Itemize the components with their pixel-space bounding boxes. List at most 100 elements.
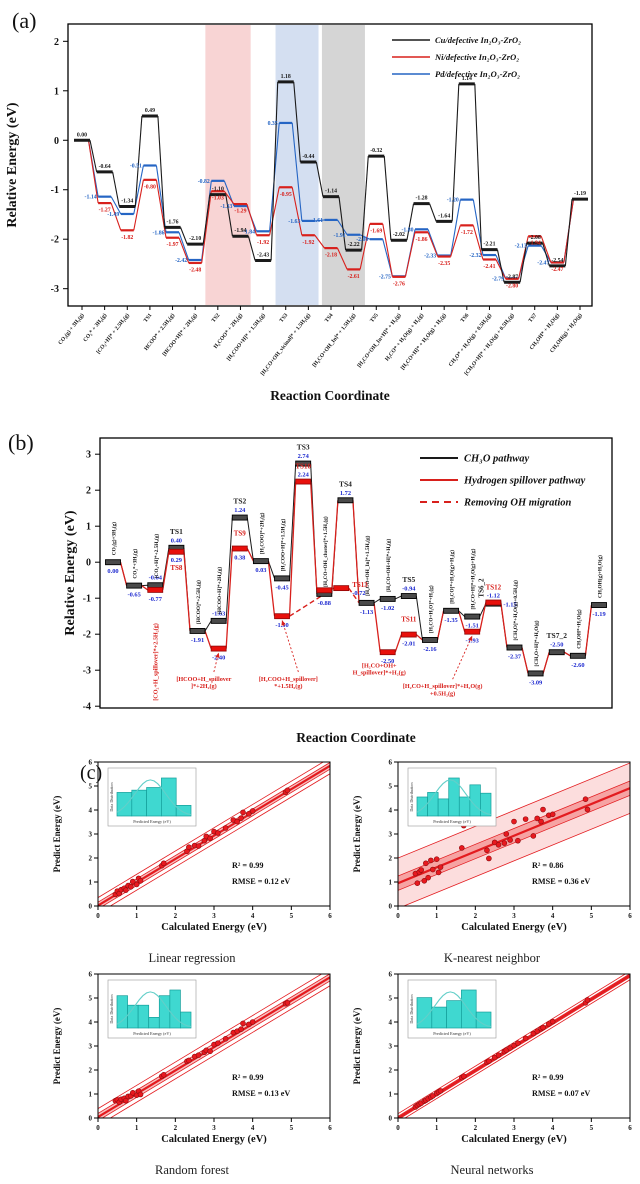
- series-connector: [450, 225, 461, 257]
- value-label: -1.92: [302, 240, 314, 246]
- red-level-bar: [147, 587, 164, 593]
- value-label: -1.69: [370, 228, 382, 234]
- scatter-point: [459, 845, 465, 851]
- scatter-figure-k-nearest-neighbor: 0 0 1 1 2 2 3 3 4 4 5 5 6 6 R² = 0.86 RMSE = 0.36 eV Pre…: [342, 756, 640, 966]
- value-label: -0.64: [99, 164, 111, 170]
- black-path-connector: [394, 595, 402, 600]
- scatter-point: [515, 837, 521, 844]
- series-connector: [382, 223, 393, 277]
- value-label: -2.87: [506, 274, 518, 280]
- inset-bar: [461, 989, 477, 1029]
- scatter-point: [240, 1020, 246, 1027]
- red-level-bar: [168, 548, 185, 555]
- value-label: -2.16: [423, 646, 437, 653]
- value-label: -2.08: [529, 235, 541, 241]
- annotation-arrow-head: [468, 635, 473, 642]
- scatter-point: [495, 1052, 502, 1058]
- scatter-point: [249, 1019, 256, 1025]
- black-level-bar: [506, 644, 523, 651]
- series-connector: [155, 179, 167, 238]
- scatter-point: [582, 796, 589, 803]
- black-path-connector: [415, 595, 423, 641]
- value-label: -2.48: [189, 267, 201, 273]
- black-level-bar: [252, 558, 269, 565]
- y-tick-label: 0: [89, 1115, 93, 1123]
- series-connector: [542, 243, 550, 267]
- value-label: -0.82: [198, 179, 210, 185]
- red-path-connector: [267, 561, 276, 617]
- series-connector: [361, 156, 369, 251]
- scatter-point: [160, 1072, 167, 1078]
- red-annotation: *+1.5H₂(g): [274, 683, 302, 690]
- scatter-point: [503, 831, 510, 837]
- confidence-line: [98, 762, 324, 898]
- red-level-bar: [295, 478, 312, 485]
- value-label: -2.13: [515, 244, 527, 250]
- black-level-bar: [210, 617, 227, 624]
- red-path-connector: [288, 481, 297, 617]
- series-connector: [269, 187, 280, 236]
- ts-name-label: TS3: [297, 443, 310, 452]
- y-tick-label: 0: [86, 558, 91, 569]
- value-label: -2.75: [379, 274, 391, 280]
- plot-frame: [67, 23, 593, 307]
- y-tick-label: 1: [389, 879, 393, 887]
- black-path-connector: [267, 560, 276, 579]
- black-path-connector: [289, 463, 297, 579]
- x-tick-label: 0: [396, 1124, 400, 1132]
- red-path-connector: [584, 604, 593, 656]
- x-tick-label: 3: [212, 912, 216, 920]
- series-connector: [451, 83, 460, 222]
- series-connector: [429, 203, 437, 222]
- scatter-plot-random-forest: 00 1 1 2 2 3 3 4 4 5 5 6 6 R² = 0.99 RMSE = 0.13 eV Pre…: [52, 971, 332, 1146]
- scatter-plot-k-nearest-neighbor: 00 1 1 2 2 3 3 4 4 5 5 6 6 R² = 0.86 RMSE = 0.36 eV Pre…: [352, 759, 632, 934]
- state-name-label: [CH₃O]*+H₂O(g)+0.5H₂(g): [512, 580, 519, 641]
- scatter-point: [421, 878, 428, 884]
- annotation-arrow-line: [281, 620, 299, 673]
- scatter-point: [249, 808, 256, 814]
- dashed-oh-migration-connector: [348, 587, 360, 604]
- ts-name-label: TS12: [486, 584, 502, 592]
- inset-distribution-curve: [416, 991, 492, 1028]
- confidence-line: [398, 762, 630, 859]
- scatter-point: [515, 1040, 521, 1046]
- x-tick-label: 1: [435, 1124, 439, 1132]
- red-annotation: [H₂COO+H_spillover]: [259, 676, 318, 683]
- value-label: -1.91: [334, 233, 346, 239]
- value-label: -1.19: [592, 611, 605, 618]
- inset-bar: [148, 1017, 160, 1029]
- red-annotation: [H₂CO+OH+: [362, 662, 397, 669]
- inset-y-label: Data Distribution: [109, 994, 114, 1024]
- series-connector: [291, 122, 303, 221]
- scatter-point: [137, 878, 144, 884]
- legend-label: CH₃O pathway: [464, 454, 530, 465]
- series-connector: [112, 171, 120, 207]
- inset-y-label: Data Distribution: [409, 994, 414, 1024]
- scatter-point: [222, 825, 229, 831]
- series-connector: [87, 140, 99, 204]
- value-label: -0.80: [144, 184, 156, 190]
- rmse-stat: RMSE = 0.12 eV: [232, 877, 290, 886]
- state-name-label: [H₂CO+OH_cluster]*+1.5H₂(g): [322, 516, 329, 587]
- red-level-bar: [316, 587, 333, 594]
- state-name-label: CO₂*+3H₂(g): [132, 549, 139, 579]
- r2-stat: R² = 0.86: [532, 861, 563, 870]
- red-annotation: [CO₂+H_spillover]*+2.5H₂(g): [152, 623, 159, 701]
- red-path-connector: [521, 647, 529, 674]
- value-label: -1.82: [121, 235, 133, 241]
- series-connector: [110, 202, 122, 231]
- value-label: -1.12: [487, 593, 500, 600]
- x-tick-label: 0: [96, 912, 100, 920]
- red-path-connector: [204, 630, 212, 649]
- series-connector: [519, 243, 528, 283]
- scatter-point: [234, 818, 240, 825]
- y-tick-label: 3: [89, 1043, 93, 1051]
- red-level-bar: [210, 645, 227, 652]
- y-tick-label: 5: [89, 783, 93, 791]
- ts-name-label: TS5: [402, 575, 415, 584]
- value-label: 0.29: [171, 557, 182, 564]
- red-level-bar: [231, 545, 248, 552]
- scatter-point: [437, 1088, 444, 1094]
- inset-bar: [431, 1006, 447, 1029]
